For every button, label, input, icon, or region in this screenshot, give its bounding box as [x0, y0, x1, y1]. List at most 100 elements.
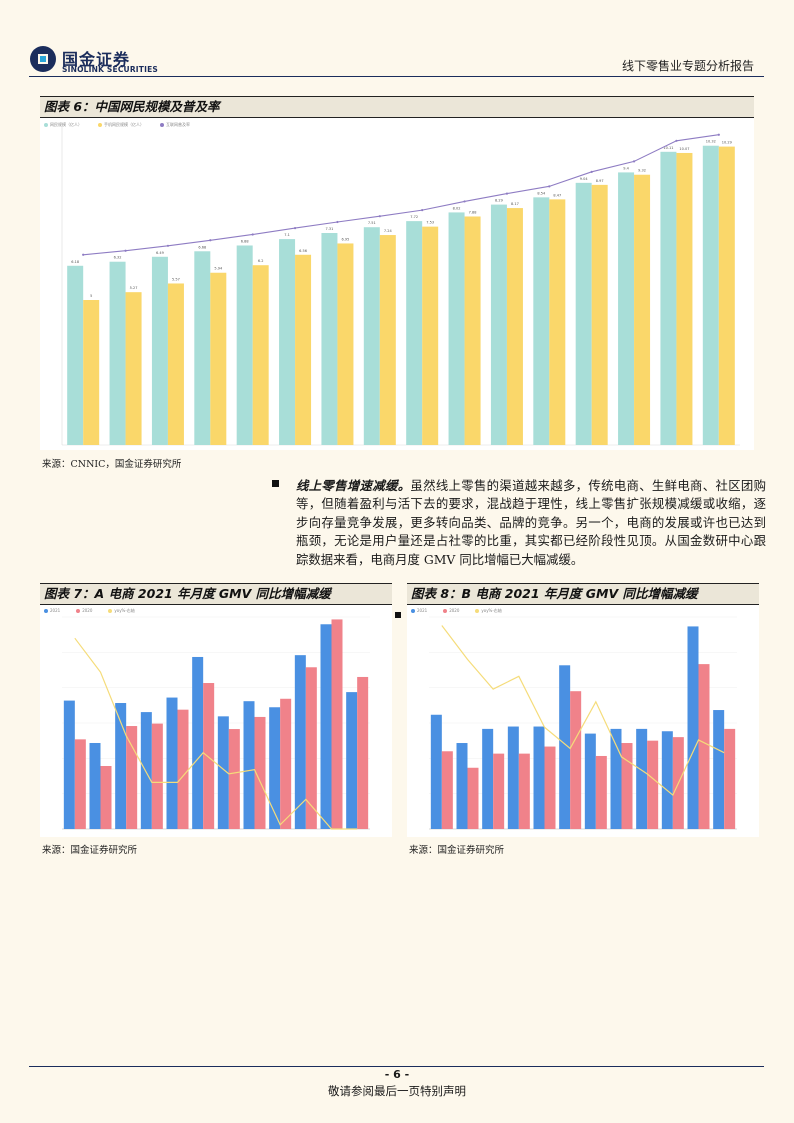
- figure8-bar-2020: [724, 728, 736, 829]
- figure8-bar-2021: [456, 743, 468, 829]
- figure8-bar-2020: [518, 753, 530, 829]
- figure8-bar-2020: [493, 753, 505, 829]
- figure8-title: 图表 8：B 电商 2021 年月度 GMV 同比增幅减缓: [407, 583, 759, 605]
- figure7-bar-2021: [243, 701, 255, 829]
- figure6-data-label: 5: [90, 294, 92, 298]
- figure6-data-label: 6.32: [114, 256, 122, 260]
- figure7-legend-swatch: [76, 609, 81, 613]
- figure7-bar-2021: [217, 716, 229, 829]
- sinolink-logo-icon: [30, 46, 56, 72]
- figure6-bar-mobile: [718, 146, 735, 445]
- figure6-penetration-point: [632, 160, 636, 163]
- figure6-bar-mobile: [379, 235, 396, 445]
- logo-chinese-name: 国金证券: [62, 50, 131, 69]
- figure8-bar-2020: [544, 746, 556, 829]
- figure7-source: 来源：国金证券研究所: [42, 845, 138, 856]
- figure6-bar-mobile: [252, 265, 269, 445]
- figure7-legend-item: 2020: [76, 608, 100, 613]
- figure7-bar-2020: [126, 726, 138, 829]
- figure6-legend: 网民规模（亿人） 手机网民规模（亿人） 互联网普及率: [44, 122, 206, 128]
- figure6-data-label: 6.88: [241, 239, 249, 243]
- figure8-bar-2020: [647, 740, 659, 829]
- figure8-bar-2021: [661, 731, 673, 829]
- figure6-bar-netizens: [151, 256, 168, 445]
- figure6-legend-label: 手机网民规模（亿人）: [104, 122, 144, 127]
- figure8-legend-label: 2020: [449, 608, 460, 613]
- figure6-legend-item: 互联网普及率: [160, 122, 198, 127]
- figure6-bar-mobile: [125, 292, 142, 445]
- figure8-legend-item: yoy%-右轴: [475, 608, 509, 613]
- figure8-bar-2021: [713, 710, 725, 829]
- figure8-yoy-line: [441, 625, 725, 797]
- figure6-legend-label: 网民规模（亿人）: [50, 122, 82, 127]
- figure8-bar-2020: [595, 755, 607, 829]
- footer-disclaimer: 敬请参阅最后一页特别声明: [328, 1084, 466, 1098]
- figure7-bar-2021: [166, 697, 178, 829]
- figure8-legend-swatch: [443, 609, 448, 613]
- figure6-legend-item: 网民规模（亿人）: [44, 122, 90, 127]
- figure8-legend-swatch: [411, 609, 415, 613]
- figure6-penetration-point: [82, 253, 85, 256]
- figure6-data-label: 9.4: [623, 166, 629, 170]
- figure6-data-label: 7.88: [469, 210, 477, 214]
- figure6-data-label: 10.07: [679, 147, 689, 151]
- figure7-bar-2020: [254, 716, 266, 829]
- figure6-penetration-point: [209, 239, 212, 242]
- figure8-bar-2020: [441, 751, 453, 829]
- figure6-bar-mobile: [506, 208, 523, 445]
- figure8-legend-swatch: [475, 609, 480, 613]
- figure7-bar-2020: [228, 729, 240, 829]
- commentary-paragraph: 线上零售增速减缓。虽然线上零售的渠道越来越多，传统电商、生鲜电商、社区团购等，但…: [296, 477, 766, 569]
- figure6-bar-netizens: [702, 145, 719, 445]
- figure6-bar-netizens: [194, 251, 211, 445]
- figure6-data-label: 10.11: [663, 146, 673, 150]
- stray-bullet-mark: [395, 612, 401, 618]
- figure6-bar-netizens: [279, 239, 296, 445]
- figure8-bar-2021: [507, 726, 519, 829]
- commentary-body: 虽然线上零售的渠道越来越多，传统电商、生鲜电商、社区团购等，但随着盈利与活下去的…: [296, 478, 767, 567]
- figure6-legend-item: 手机网民规模（亿人）: [98, 122, 152, 127]
- figure6-bar-netizens: [236, 245, 253, 445]
- figure8-bar-2020: [570, 691, 582, 829]
- figure6-bar-mobile: [337, 243, 354, 445]
- figure6-data-label: 7.51: [368, 221, 376, 225]
- figure7-bar-2021: [89, 742, 101, 829]
- header-divider: [29, 76, 764, 77]
- figure8-bar-2021: [559, 665, 571, 829]
- logo-english-name: SINOLINK SECURITIES: [62, 65, 159, 74]
- figure8-plot: [429, 616, 737, 830]
- figure7-bar-2021: [320, 624, 332, 829]
- footer-divider: [29, 1066, 764, 1067]
- figure6-bar-netizens: [321, 233, 338, 445]
- figure6-data-label: 5.94: [214, 267, 223, 271]
- figure6-bar-netizens: [363, 227, 380, 445]
- figure8-bar-2020: [467, 767, 479, 829]
- figure7-chart: 2021 2020 yoy%-右轴: [40, 605, 392, 837]
- figure6-data-label: 8.29: [495, 199, 503, 203]
- figure6-data-label: 7.1: [284, 233, 290, 237]
- figure6-penetration-point: [378, 215, 381, 218]
- figure6-bar-mobile: [83, 300, 100, 445]
- figure6-penetration-point: [717, 133, 720, 136]
- figure6-data-label: 6.49: [156, 251, 164, 255]
- figure7-plot: [62, 616, 370, 830]
- figure6-data-label: 10.29: [722, 141, 732, 145]
- figure7-bar-2020: [177, 709, 189, 829]
- figure6-legend-swatch: [98, 123, 102, 127]
- figure7-legend-swatch: [108, 609, 113, 613]
- figure7-bar-2020: [357, 676, 369, 829]
- figure6-bar-mobile: [422, 226, 439, 445]
- figure7-legend-label: 2020: [82, 608, 93, 613]
- figure6-bar-netizens: [618, 172, 635, 445]
- figure6-data-label: 9.32: [638, 169, 646, 173]
- figure6-chart: 网民规模（亿人） 手机网民规模（亿人） 互联网普及率 6.18 5 6.32 5.27 6.…: [40, 118, 754, 450]
- figure8-bar-2021: [636, 728, 648, 829]
- figure6-data-label: 8.47: [553, 193, 561, 197]
- page-header: 国金证券 SINOLINK SECURITIES 线下零售业专题分析报告: [0, 0, 794, 80]
- figure7-bar-2021: [346, 692, 358, 829]
- figure7-bar-2020: [151, 723, 163, 829]
- figure6-data-label: 6.2: [258, 259, 264, 263]
- figure6-data-label: 8.97: [596, 179, 604, 183]
- figure6-data-label: 9.04: [580, 177, 589, 181]
- figure8-bar-2021: [610, 728, 622, 829]
